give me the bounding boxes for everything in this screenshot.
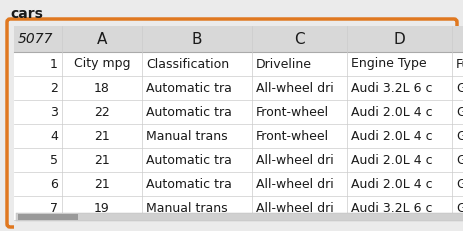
Text: D: D (393, 31, 405, 46)
Text: 4: 4 (50, 130, 58, 143)
Text: cars: cars (10, 7, 43, 21)
Text: All-wheel dri: All-wheel dri (256, 82, 333, 94)
Bar (14, 172, 463, 196)
Bar (18, 214, 78, 220)
Text: A: A (97, 31, 107, 46)
Text: Manual trans: Manual trans (146, 130, 227, 143)
Text: Audi 3.2L 6 c: Audi 3.2L 6 c (350, 201, 432, 215)
Bar (14, 26, 463, 52)
Text: Gas: Gas (455, 82, 463, 94)
Text: 2: 2 (50, 82, 58, 94)
Bar (14, 124, 463, 148)
Text: Classification: Classification (146, 58, 229, 70)
Text: Engine Type: Engine Type (350, 58, 425, 70)
Text: All-wheel dri: All-wheel dri (256, 177, 333, 191)
Bar (14, 76, 463, 100)
Text: 21: 21 (94, 177, 110, 191)
Text: Gas: Gas (455, 177, 463, 191)
Text: Gas: Gas (455, 154, 463, 167)
Text: Audi 2.0L 4 c: Audi 2.0L 4 c (350, 177, 432, 191)
Text: 6: 6 (50, 177, 58, 191)
Text: 7: 7 (50, 201, 58, 215)
Bar (14, 100, 463, 124)
Bar (14, 52, 463, 76)
Text: 21: 21 (94, 154, 110, 167)
Text: Audi 3.2L 6 c: Audi 3.2L 6 c (350, 82, 432, 94)
Text: Front-wheel: Front-wheel (256, 130, 328, 143)
Text: Driveline: Driveline (256, 58, 311, 70)
Text: All-wheel dri: All-wheel dri (256, 201, 333, 215)
Text: Fuel: Fuel (455, 58, 463, 70)
Text: C: C (294, 31, 304, 46)
Text: 5: 5 (50, 154, 58, 167)
Text: Gas: Gas (455, 106, 463, 119)
FancyBboxPatch shape (7, 19, 456, 227)
Bar (14, 148, 463, 172)
Text: 21: 21 (94, 130, 110, 143)
Text: 3: 3 (50, 106, 58, 119)
Text: 1: 1 (50, 58, 58, 70)
Text: Automatic tra: Automatic tra (146, 154, 232, 167)
Text: Automatic tra: Automatic tra (146, 82, 232, 94)
Text: 22: 22 (94, 106, 110, 119)
Bar (16, 213, 463, 221)
Text: Audi 2.0L 4 c: Audi 2.0L 4 c (350, 154, 432, 167)
Text: Audi 2.0L 4 c: Audi 2.0L 4 c (350, 130, 432, 143)
Bar (14, 220, 463, 230)
Text: Manual trans: Manual trans (146, 201, 227, 215)
Text: All-wheel dri: All-wheel dri (256, 154, 333, 167)
Text: Audi 2.0L 4 c: Audi 2.0L 4 c (350, 106, 432, 119)
Text: 19: 19 (94, 201, 110, 215)
Text: 18: 18 (94, 82, 110, 94)
Text: City mpg: City mpg (74, 58, 130, 70)
Text: Gas: Gas (455, 130, 463, 143)
Text: 5077: 5077 (18, 32, 53, 46)
Bar (14, 196, 463, 220)
Text: Front-wheel: Front-wheel (256, 106, 328, 119)
Text: Gas: Gas (455, 201, 463, 215)
Text: B: B (191, 31, 202, 46)
Text: Automatic tra: Automatic tra (146, 106, 232, 119)
Text: Automatic tra: Automatic tra (146, 177, 232, 191)
